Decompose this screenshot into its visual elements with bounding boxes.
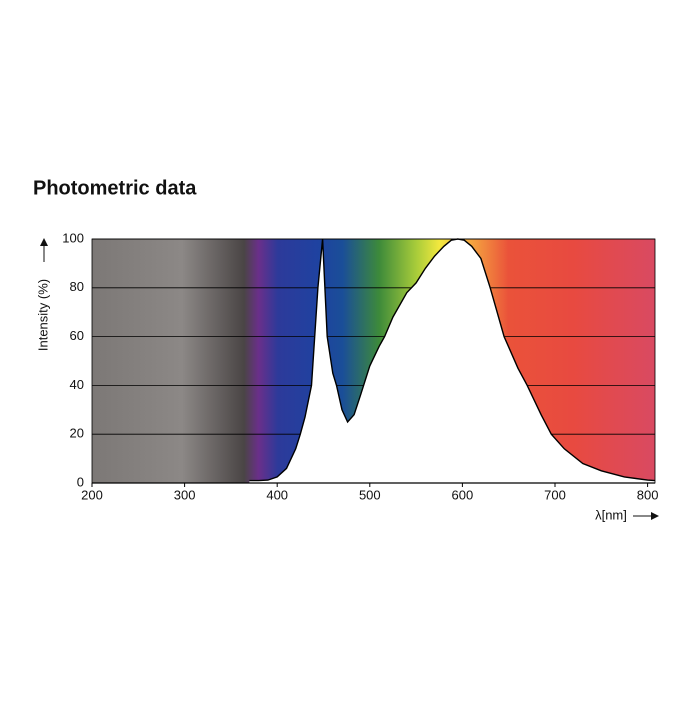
x-tick-label: 500 <box>359 487 381 502</box>
chart-title: Photometric data <box>33 177 197 199</box>
y-axis-arrow-head <box>40 238 48 246</box>
x-axis-arrow-head <box>651 512 659 520</box>
x-tick-label: 700 <box>544 487 566 502</box>
x-tick-label: 600 <box>452 487 474 502</box>
y-tick-label: 20 <box>70 426 84 441</box>
y-axis-label: Intensity (%) <box>35 279 50 351</box>
line <box>249 238 656 482</box>
x-tick-label: 300 <box>174 487 196 502</box>
y-tick-label: 100 <box>62 230 84 245</box>
y-tick-label: 0 <box>77 474 84 489</box>
plot-frame <box>91 238 656 484</box>
y-tick-label: 60 <box>70 328 84 343</box>
x-tick-label: 400 <box>266 487 288 502</box>
area <box>249 239 655 483</box>
y-tick-label: 80 <box>70 279 84 294</box>
x-tick-label: 200 <box>81 487 103 502</box>
x-axis-label: λ[nm] <box>595 507 627 522</box>
y-tick-label: 40 <box>70 377 84 392</box>
x-tick-label: 800 <box>637 487 659 502</box>
